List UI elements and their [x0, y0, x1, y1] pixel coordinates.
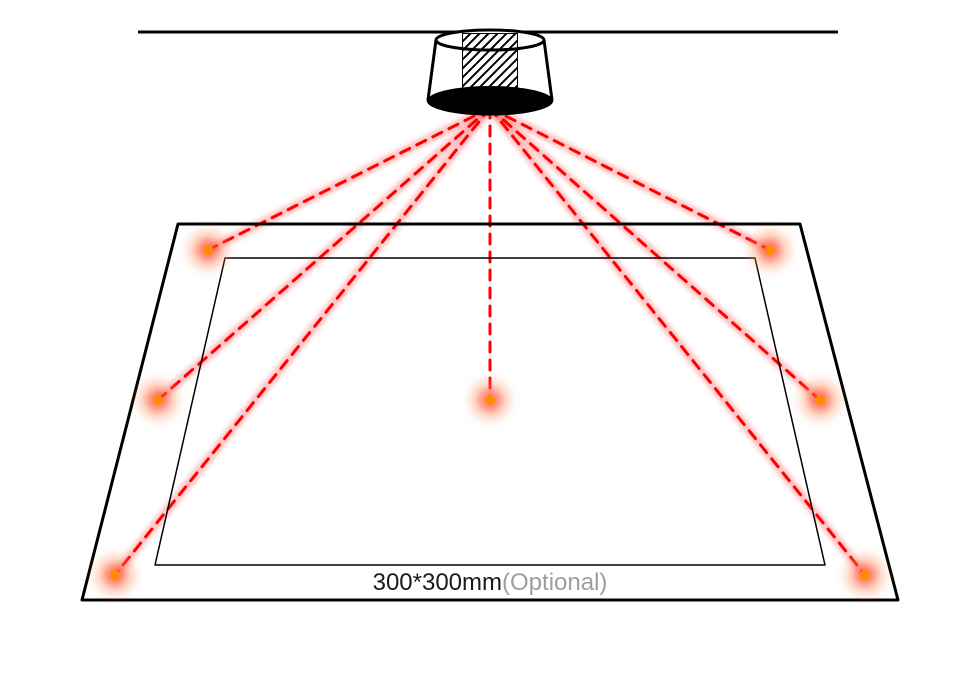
laser-dot-0 [186, 228, 230, 272]
laser-dot-6 [843, 553, 887, 597]
laser-beam-5 [115, 108, 490, 575]
label-part-0: 300*300mm [373, 569, 502, 596]
laser-dot-1 [748, 228, 792, 272]
laser-dot-2 [136, 378, 180, 422]
laser-beams [115, 108, 865, 575]
label-part-1: (Optional) [502, 569, 607, 596]
laser-dot-3 [468, 378, 512, 422]
laser-dot-4 [798, 378, 842, 422]
sensor-coverage-diagram: 300*300mm(Optional) [82, 30, 898, 600]
sensor-lens [428, 86, 552, 114]
sensor-icon [402, 30, 633, 114]
bed-size-label: 300*300mm(Optional) [373, 569, 608, 596]
laser-dot-5 [93, 553, 137, 597]
laser-beam-6 [490, 108, 865, 575]
